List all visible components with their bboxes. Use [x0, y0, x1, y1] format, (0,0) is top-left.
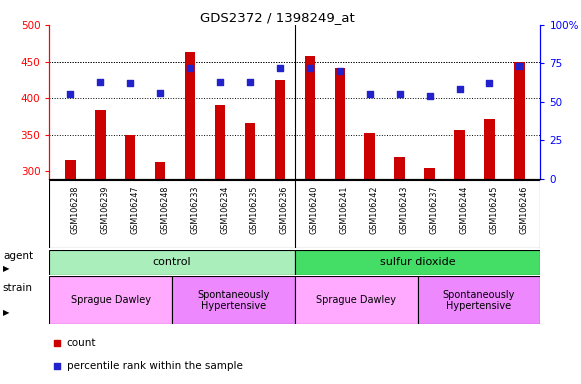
- Bar: [155, 162, 166, 179]
- Text: GSM106248: GSM106248: [160, 186, 169, 234]
- Bar: [49, 180, 540, 248]
- Bar: [424, 167, 435, 179]
- Text: Spontaneously
Hypertensive: Spontaneously Hypertensive: [198, 290, 270, 311]
- Text: control: control: [153, 257, 191, 267]
- Text: Spontaneously
Hypertensive: Spontaneously Hypertensive: [443, 290, 515, 311]
- Bar: [215, 106, 225, 179]
- Text: GSM106237: GSM106237: [429, 186, 439, 234]
- Point: [515, 63, 524, 70]
- Text: sulfur dioxide: sulfur dioxide: [380, 257, 456, 267]
- Point: [395, 91, 404, 97]
- Text: GSM106244: GSM106244: [460, 186, 468, 234]
- Text: GSM106233: GSM106233: [190, 186, 199, 234]
- Text: ▶: ▶: [3, 264, 9, 273]
- Bar: [172, 276, 295, 324]
- Point: [275, 65, 285, 71]
- Text: count: count: [67, 338, 96, 348]
- Bar: [394, 157, 405, 179]
- Bar: [335, 68, 345, 179]
- Point: [425, 93, 434, 99]
- Point: [245, 79, 254, 85]
- Text: Sprague Dawley: Sprague Dawley: [71, 295, 150, 306]
- Bar: [304, 56, 315, 179]
- Point: [305, 65, 314, 71]
- Bar: [275, 80, 285, 179]
- Text: GSM106240: GSM106240: [310, 186, 319, 234]
- Point: [52, 340, 62, 346]
- Bar: [95, 110, 106, 179]
- Point: [185, 65, 195, 71]
- Text: percentile rank within the sample: percentile rank within the sample: [67, 361, 242, 371]
- Text: strain: strain: [3, 283, 33, 293]
- Text: GSM106234: GSM106234: [220, 186, 229, 234]
- Bar: [295, 250, 540, 275]
- Bar: [418, 276, 540, 324]
- Bar: [185, 52, 195, 179]
- Point: [96, 79, 105, 85]
- Text: Sprague Dawley: Sprague Dawley: [316, 295, 396, 306]
- Point: [52, 363, 62, 369]
- Point: [335, 68, 345, 74]
- Bar: [49, 250, 295, 275]
- Text: GSM106241: GSM106241: [340, 186, 349, 234]
- Point: [455, 86, 464, 93]
- Text: GSM106247: GSM106247: [130, 186, 139, 234]
- Bar: [245, 123, 255, 179]
- Bar: [364, 133, 375, 179]
- Bar: [295, 276, 418, 324]
- Text: GSM106242: GSM106242: [370, 186, 379, 234]
- Point: [125, 80, 135, 86]
- Text: GSM106245: GSM106245: [489, 186, 498, 234]
- Bar: [65, 160, 76, 179]
- Point: [485, 80, 494, 86]
- Text: agent: agent: [3, 251, 33, 261]
- Bar: [49, 276, 172, 324]
- Text: GDS2372 / 1398249_at: GDS2372 / 1398249_at: [200, 12, 355, 25]
- Text: GSM106236: GSM106236: [280, 186, 289, 234]
- Point: [66, 91, 75, 97]
- Text: ▶: ▶: [3, 308, 9, 317]
- Text: GSM106246: GSM106246: [519, 186, 528, 234]
- Point: [365, 91, 374, 97]
- Text: GSM106243: GSM106243: [400, 186, 408, 234]
- Text: GSM106238: GSM106238: [70, 186, 80, 234]
- Text: GSM106239: GSM106239: [101, 186, 109, 234]
- Point: [216, 79, 225, 85]
- Bar: [514, 61, 525, 179]
- Point: [156, 89, 165, 96]
- Text: GSM106235: GSM106235: [250, 186, 259, 234]
- Bar: [125, 135, 135, 179]
- Bar: [454, 130, 465, 179]
- Bar: [484, 119, 494, 179]
